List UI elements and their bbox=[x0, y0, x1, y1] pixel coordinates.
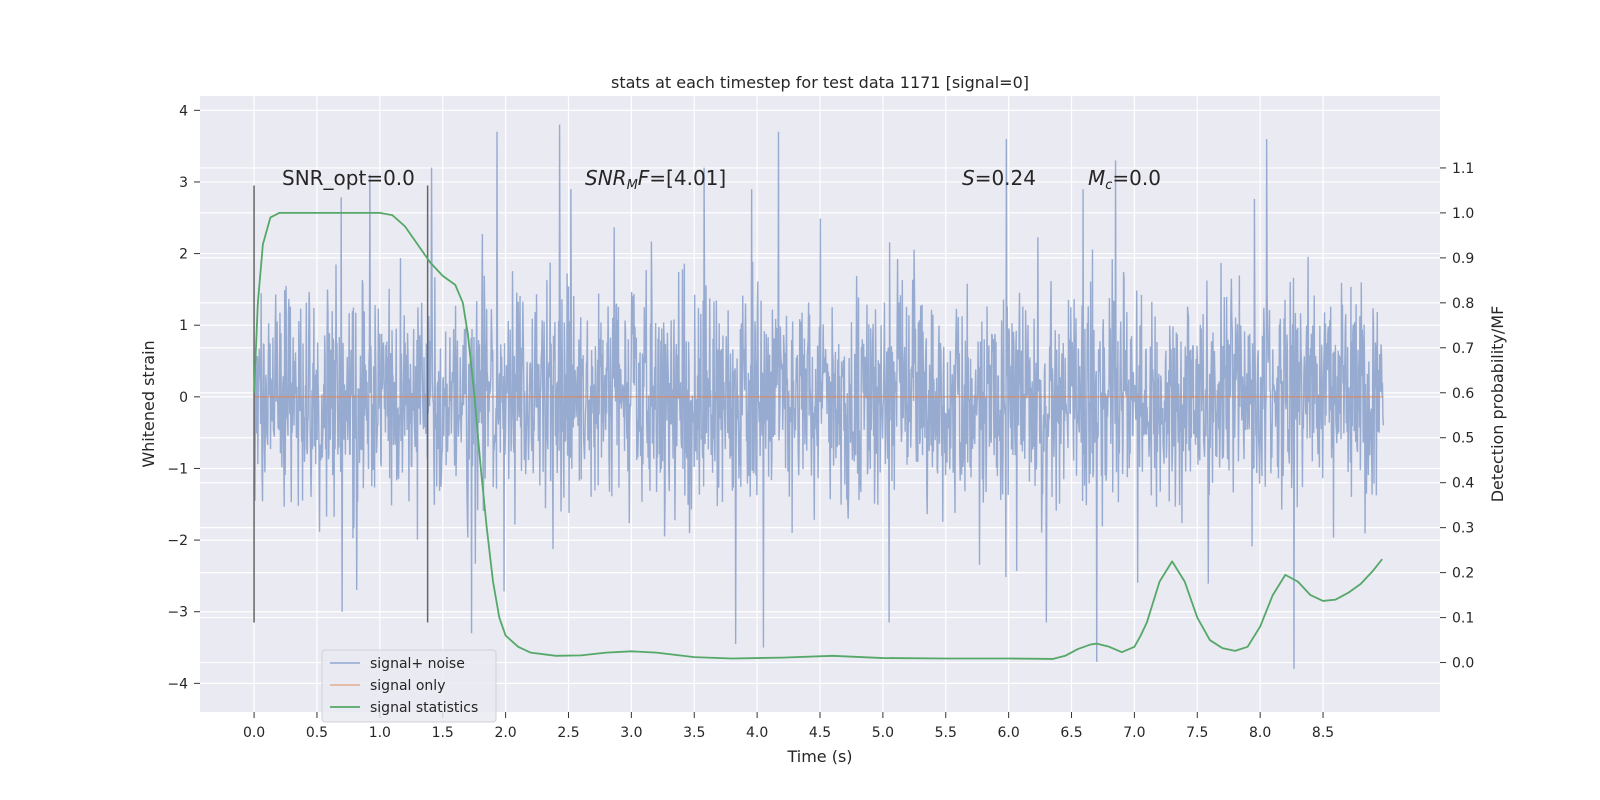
y-tick-label: 0 bbox=[179, 390, 188, 406]
snr-mf-sub: M bbox=[627, 178, 638, 193]
annotation-mc: Mc=0.0 bbox=[1088, 166, 1161, 193]
y2-tick-label: 1.0 bbox=[1452, 206, 1474, 222]
signal-statistics-series bbox=[253, 212, 1383, 660]
x-tick-label: 3.0 bbox=[620, 725, 642, 741]
y2-tick-label: 0.9 bbox=[1452, 251, 1474, 267]
chart-title: stats at each timestep for test data 117… bbox=[611, 73, 1029, 92]
y-tick-label: 4 bbox=[179, 103, 188, 119]
x-tick-label: 6.5 bbox=[1060, 725, 1082, 741]
annotation-snr-mf: SNRMF=[4.01] bbox=[585, 166, 726, 193]
legend-label-noise: signal+ noise bbox=[370, 656, 465, 672]
annotation-s: S=0.24 bbox=[962, 166, 1036, 190]
y-axis-label: Whitened strain bbox=[139, 340, 158, 467]
y-axis-left: 4 3 2 1 0 −1 −2 −3 −4 bbox=[167, 103, 200, 692]
y2-tick-label: 0.7 bbox=[1452, 341, 1474, 357]
snr-mf-value: =[4.01] bbox=[649, 166, 726, 190]
plot-layers bbox=[253, 124, 1385, 670]
x-tick-label: 5.0 bbox=[872, 725, 894, 741]
y-tick-label: 1 bbox=[179, 318, 188, 334]
x-tick-label: 3.5 bbox=[683, 725, 705, 741]
snr-mf-base: SNR bbox=[585, 166, 627, 190]
y-tick-label: −1 bbox=[167, 461, 188, 477]
x-axis: 0.0 0.5 1.0 1.5 2.0 2.5 3.0 3.5 4.0 4.5 5.0 5.5 6.0 6… bbox=[243, 712, 1334, 741]
x-tick-label: 8.0 bbox=[1249, 725, 1271, 741]
y-tick-label: 3 bbox=[179, 175, 188, 191]
x-tick-label: 4.5 bbox=[809, 725, 831, 741]
x-axis-label: Time (s) bbox=[786, 747, 852, 766]
x-tick-label: 5.5 bbox=[935, 725, 957, 741]
y2-tick-label: 0.2 bbox=[1452, 566, 1474, 582]
legend: signal+ noise signal only signal statist… bbox=[321, 649, 497, 723]
mc-sub: c bbox=[1105, 178, 1112, 193]
legend-label-signal: signal only bbox=[370, 678, 445, 694]
s-value: =0.24 bbox=[975, 166, 1036, 190]
x-tick-label: 4.0 bbox=[746, 725, 768, 741]
y-tick-label: −4 bbox=[167, 676, 188, 692]
x-tick-label: 8.5 bbox=[1312, 725, 1334, 741]
y-tick-label: 2 bbox=[179, 247, 188, 263]
s-label: S bbox=[962, 166, 975, 190]
mc-value: =0.0 bbox=[1112, 166, 1161, 190]
y2-tick-label: 0.5 bbox=[1452, 431, 1474, 447]
x-tick-label: 7.0 bbox=[1123, 725, 1145, 741]
mc-label: M bbox=[1088, 166, 1105, 190]
x-tick-label: 2.5 bbox=[557, 725, 579, 741]
x-tick-label: 0.0 bbox=[243, 725, 265, 741]
y2-axis-label: Detection probability/MF bbox=[1488, 306, 1507, 503]
legend-box bbox=[321, 649, 497, 723]
x-tick-label: 7.5 bbox=[1186, 725, 1208, 741]
x-tick-label: 1.0 bbox=[369, 725, 391, 741]
y2-tick-label: 0.4 bbox=[1452, 476, 1474, 492]
y2-tick-label: 0.8 bbox=[1452, 296, 1474, 312]
signal-noise-series bbox=[253, 124, 1385, 670]
y2-tick-label: 0.3 bbox=[1452, 521, 1474, 537]
y-axis-right: 1.1 1.0 0.9 0.8 0.7 0.6 0.5 0.4 0.3 0.2 0.1 0.0 bbox=[1440, 161, 1474, 672]
signal-noise-line bbox=[253, 124, 1385, 670]
y2-tick-label: 0.6 bbox=[1452, 386, 1474, 402]
x-tick-label: 0.5 bbox=[306, 725, 328, 741]
y2-tick-label: 0.1 bbox=[1452, 611, 1474, 627]
x-tick-label: 1.5 bbox=[432, 725, 454, 741]
y2-tick-label: 1.1 bbox=[1452, 161, 1474, 177]
x-tick-label: 2.0 bbox=[494, 725, 516, 741]
y2-tick-label: 0.0 bbox=[1452, 656, 1474, 672]
snr-mf-rest: F bbox=[638, 166, 650, 190]
signal-statistics-line bbox=[253, 212, 1383, 660]
legend-label-stats: signal statistics bbox=[370, 700, 478, 716]
x-tick-label: 6.0 bbox=[998, 725, 1020, 741]
annotation-snr-opt: SNR_opt=0.0 bbox=[282, 166, 415, 190]
y-tick-label: −2 bbox=[167, 533, 188, 549]
y-tick-label: −3 bbox=[167, 605, 188, 621]
